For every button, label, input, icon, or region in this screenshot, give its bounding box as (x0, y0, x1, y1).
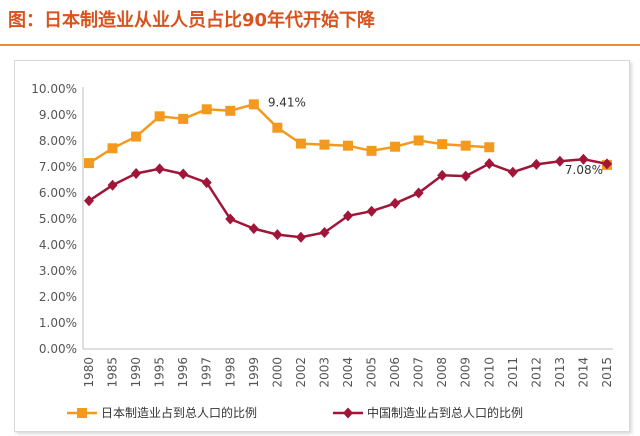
series-2-point (437, 169, 448, 181)
series-2-point (578, 153, 589, 165)
series-2-point (366, 205, 377, 217)
legend-marker-diamond (343, 407, 353, 419)
series-1-point (484, 142, 495, 153)
line-chart: 0.00% 1.00% 2.00% 3.00% 4.00% 5.00% 6.00% 7.00%… (31, 82, 614, 420)
series-2-point (602, 158, 612, 170)
x-tick-label: 2009 (459, 357, 473, 388)
series-2-point (554, 155, 565, 167)
x-tick-label: 2003 (317, 357, 331, 388)
y-tick-label: 1.00% (39, 316, 77, 330)
series-1-point (295, 138, 306, 149)
y-tick-label: 0.00% (39, 342, 77, 356)
series-2-point (319, 227, 330, 239)
series-1-point (154, 111, 165, 122)
x-tick-label: 1985 (106, 357, 120, 388)
x-tick-label: 2004 (341, 357, 355, 388)
series-2-point (484, 158, 495, 170)
legend-label: 日本制造业占到总人口的比例 (101, 405, 257, 420)
series-2-point (531, 158, 542, 170)
series-1-point (131, 131, 142, 142)
x-tick-label: 2000 (270, 357, 284, 388)
series-2-point (107, 179, 118, 191)
series-2-point (390, 197, 401, 209)
x-tick-label: 1999 (247, 357, 261, 388)
legend-label: 中国制造业占到总人口的比例 (367, 405, 523, 420)
y-tick-label: 5.00% (39, 212, 77, 226)
series-2-point (248, 223, 259, 235)
series-1-point (178, 113, 189, 124)
legend-marker-square (77, 408, 87, 418)
series-1-point (84, 158, 94, 169)
series-1-point (460, 140, 471, 151)
y-tick-label: 10.00% (31, 82, 77, 96)
x-tick-label: 1990 (129, 357, 143, 388)
y-tick-label: 7.00% (39, 160, 77, 174)
series-1-point (319, 139, 330, 150)
series-2-point (507, 166, 518, 178)
series-2-point (295, 231, 306, 243)
x-tick-label: 2007 (412, 357, 426, 388)
y-tick-label: 4.00% (39, 238, 77, 252)
y-tick-label: 8.00% (39, 134, 77, 148)
series-2-point (201, 177, 212, 189)
x-tick-label: 1995 (153, 357, 167, 388)
series-1-point (366, 145, 377, 156)
y-tick-label: 2.00% (39, 290, 77, 304)
series-1-point (201, 104, 212, 115)
chart-panel: 0.00% 1.00% 2.00% 3.00% 4.00% 5.00% 6.00% 7.00%… (14, 60, 630, 432)
x-tick-label: 2012 (529, 357, 543, 388)
x-tick-label: 2008 (435, 357, 449, 388)
x-tick-label: 2002 (294, 357, 308, 388)
series-line-2 (88, 157, 608, 239)
x-tick-label: 1998 (223, 357, 237, 388)
y-tick-label: 6.00% (39, 186, 77, 200)
series-2-point (84, 195, 94, 207)
x-tick-label: 2005 (365, 357, 379, 388)
x-tick-label: 2014 (576, 357, 590, 388)
series-2-point (343, 210, 353, 222)
series-2-point (131, 168, 142, 179)
series-1-point (343, 140, 353, 151)
x-tick-label: 1996 (176, 357, 190, 388)
data-label: 7.08% (565, 163, 603, 177)
series-2-point (272, 229, 283, 241)
x-tick-label: 2010 (482, 357, 496, 388)
y-tick-label: 9.00% (39, 108, 77, 122)
y-tick-label: 3.00% (39, 264, 77, 278)
series-line-1 (89, 104, 607, 165)
x-tick-label: 2011 (506, 357, 520, 388)
title-divider (0, 44, 640, 46)
data-label: 9.41% (268, 95, 306, 109)
x-tick-label: 2015 (600, 357, 614, 388)
series-1-point (437, 139, 448, 150)
series-1-point (272, 122, 283, 133)
x-tick-label: 2013 (553, 357, 567, 388)
series-2-point (413, 187, 424, 199)
series-2-point (178, 168, 189, 180)
x-tick-label: 1980 (82, 357, 96, 388)
series-1-point (248, 99, 259, 110)
series-1-point (107, 143, 118, 154)
series-1-point (413, 135, 424, 146)
series-1-point (225, 105, 236, 116)
x-tick-label: 1997 (200, 357, 214, 388)
chart-title: 图：日本制造业从业人员占比90年代开始下降 (8, 10, 376, 31)
series-2-point (225, 213, 236, 225)
series-1-point (390, 141, 401, 152)
x-tick-label: 2006 (388, 357, 402, 388)
series-2-point (154, 163, 165, 175)
series-2-point (460, 170, 471, 182)
